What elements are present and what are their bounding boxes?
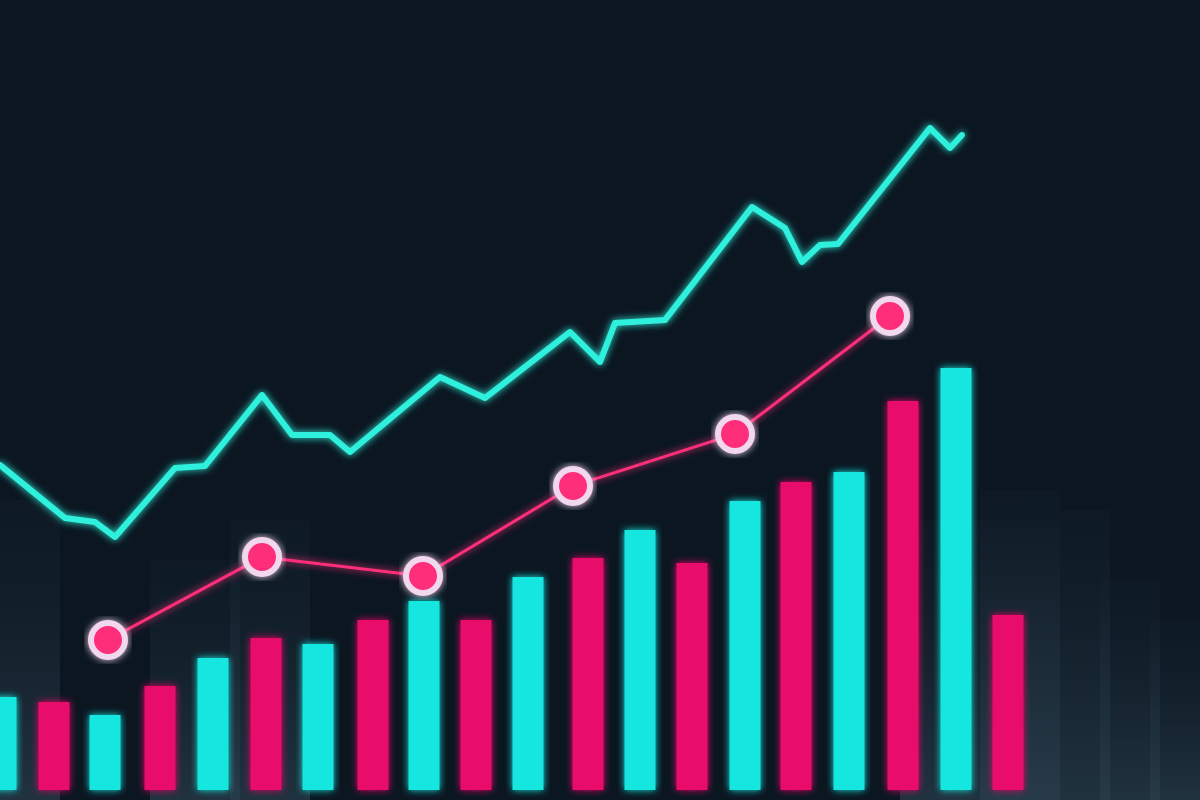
bar: [992, 615, 1024, 790]
bar: [89, 715, 121, 790]
bar: [833, 472, 865, 790]
bar: [729, 501, 761, 790]
bar: [887, 401, 919, 790]
bar: [460, 620, 492, 790]
marker: [242, 537, 282, 577]
bar: [676, 563, 708, 790]
bar: [512, 577, 544, 790]
bar: [624, 530, 656, 790]
bar: [302, 644, 334, 790]
line: [0, 125, 965, 540]
bar: [940, 368, 972, 790]
bar: [780, 482, 812, 790]
bar: [197, 658, 229, 790]
bar: [0, 697, 17, 790]
marker: [403, 556, 443, 596]
bar: [250, 638, 282, 790]
marker: [870, 296, 910, 336]
bar: [572, 558, 604, 790]
bar: [357, 620, 389, 790]
marker: [88, 620, 128, 660]
marker: [715, 414, 755, 454]
line: [106, 314, 892, 642]
bar: [144, 686, 176, 790]
bar: [38, 702, 70, 790]
plot-area: [0, 125, 1024, 790]
marker: [553, 466, 593, 506]
bar: [408, 601, 440, 790]
